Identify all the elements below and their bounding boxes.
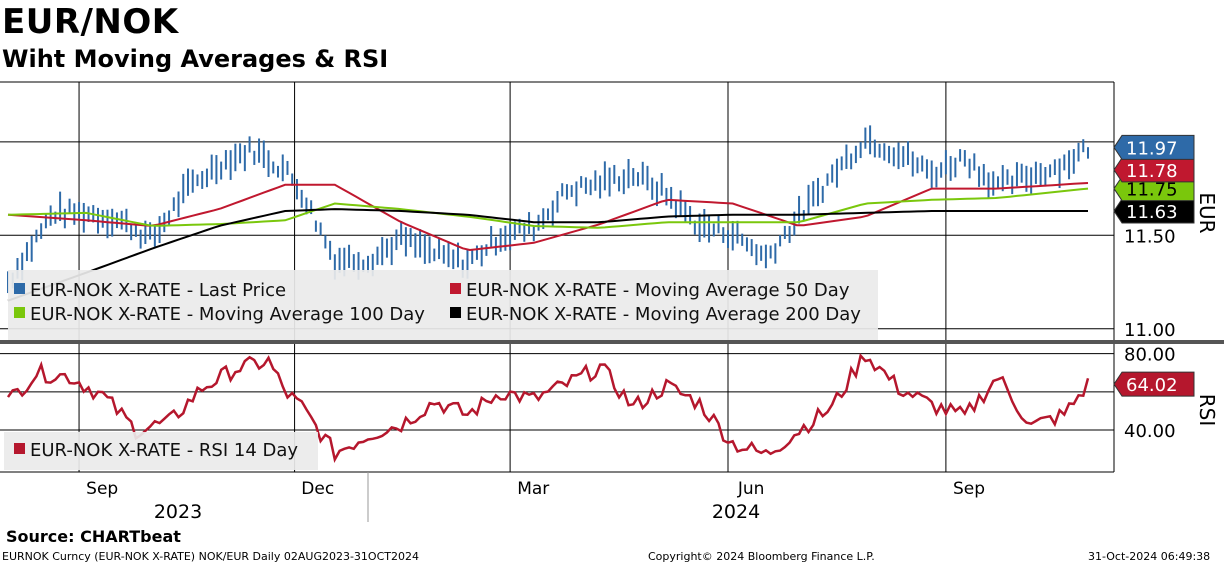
tag-ma100-text: 11.75 bbox=[1126, 180, 1178, 201]
tag-ma50-shape bbox=[1113, 157, 1195, 183]
legend-label: EUR-NOK X-RATE - Moving Average 200 Day bbox=[466, 304, 861, 325]
legend-swatch bbox=[450, 307, 461, 318]
footer-copyright: Copyright© 2024 Bloomberg Finance L.P. bbox=[648, 550, 875, 563]
tag-last-price-shape bbox=[1113, 134, 1195, 160]
tag-rsi-text: 64.02 bbox=[1126, 375, 1178, 396]
tag-ma200-shape bbox=[1113, 198, 1195, 224]
ma100-line bbox=[7, 187, 1089, 229]
year-label: 2023 bbox=[154, 501, 202, 523]
price-bars bbox=[7, 125, 1089, 294]
footer-ticker-info: EURNOK Curncy (EUR-NOK X-RATE) NOK/EUR D… bbox=[2, 550, 419, 563]
rsi-line bbox=[6, 353, 1090, 463]
ma200-line bbox=[7, 208, 1088, 302]
ma50-line bbox=[7, 182, 1089, 252]
tag-ma50: 11.78 bbox=[1113, 157, 1195, 183]
price-legend-box bbox=[8, 270, 878, 340]
legend-swatch bbox=[450, 283, 461, 294]
tag-last-price-text: 11.97 bbox=[1126, 138, 1178, 159]
source-note: Source: CHARTbeat bbox=[6, 527, 181, 546]
legend-label: EUR-NOK X-RATE - Last Price bbox=[30, 280, 286, 301]
legend-label: EUR-NOK X-RATE - Moving Average 50 Day bbox=[466, 280, 850, 301]
price-axis-title: EUR bbox=[1195, 192, 1219, 233]
rsi-y-tick-label: 40.00 bbox=[1124, 421, 1176, 442]
tag-rsi-shape bbox=[1113, 371, 1195, 397]
rsi-legend-box bbox=[4, 432, 318, 470]
tag-rsi: 64.02 bbox=[1113, 371, 1195, 397]
legend-label: EUR-NOK X-RATE - Moving Average 100 Day bbox=[30, 304, 425, 325]
legend-group: EUR-NOK X-RATE - Last Price EUR-NOK X-RAT… bbox=[4, 270, 878, 470]
x-tick-label: Sep bbox=[86, 479, 118, 499]
x-tick-label: Sep bbox=[953, 479, 985, 499]
x-tick-label: Mar bbox=[517, 479, 549, 499]
x-tick-label: Dec bbox=[301, 479, 334, 499]
price-series-group bbox=[7, 125, 1089, 302]
footer-timestamp: 31-Oct-2024 06:49:38 bbox=[1088, 550, 1211, 563]
year-label: 2024 bbox=[712, 501, 760, 523]
tag-ma200-text: 11.63 bbox=[1126, 202, 1178, 223]
tag-ma100: 11.75 bbox=[1113, 176, 1195, 202]
axes-group: Sep Dec Mar Jun Sep 2023 2024 11.00 11.50 40.00 80… bbox=[0, 81, 1224, 523]
legend-label: EUR-NOK X-RATE - RSI 14 Day bbox=[30, 440, 298, 461]
tag-ma50-text: 11.78 bbox=[1126, 161, 1178, 182]
rsi-axis-title: RSI bbox=[1195, 394, 1219, 427]
chart-title: EUR/NOK bbox=[2, 2, 179, 42]
legend-swatch bbox=[14, 307, 25, 318]
rsi-y-tick-label: 80.00 bbox=[1124, 345, 1176, 366]
tag-last-price: 11.97 bbox=[1113, 134, 1195, 160]
price-y-tick-label: 11.50 bbox=[1124, 226, 1176, 247]
tag-ma200: 11.63 bbox=[1113, 198, 1195, 224]
x-tick-label: Jun bbox=[737, 479, 765, 499]
legend-swatch bbox=[14, 443, 25, 454]
price-y-tick-label: 11.00 bbox=[1124, 320, 1176, 341]
chart-subtitle: Wiht Moving Averages & RSI bbox=[2, 45, 389, 73]
legend-swatch bbox=[14, 283, 25, 294]
rsi-series-group bbox=[6, 353, 1090, 463]
